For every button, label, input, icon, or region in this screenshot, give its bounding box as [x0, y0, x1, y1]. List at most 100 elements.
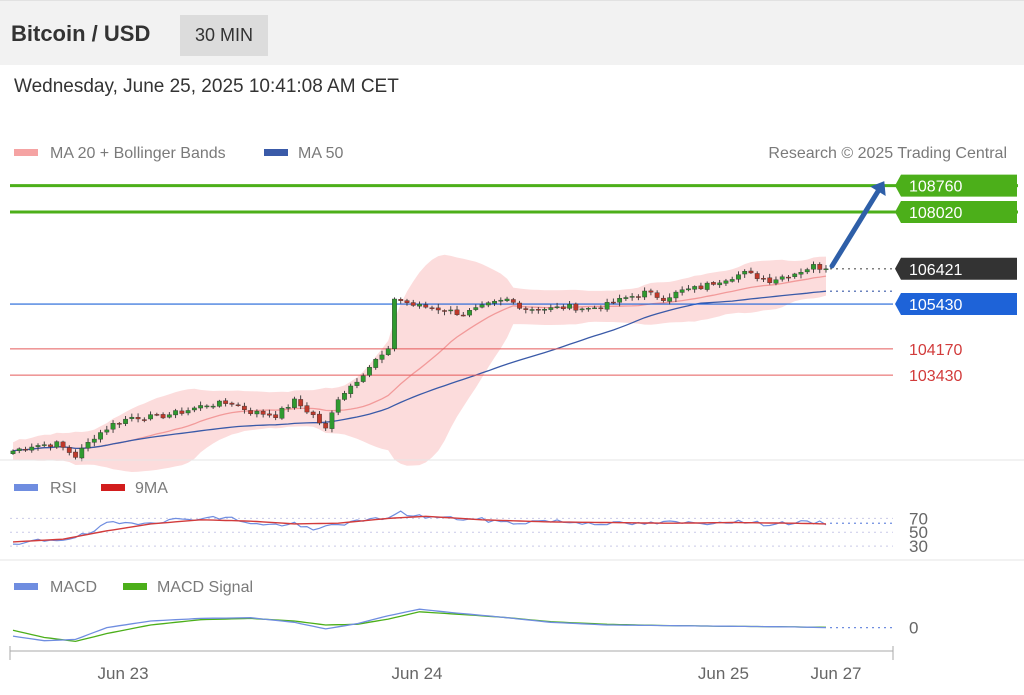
candle-body	[748, 270, 754, 274]
candle-body	[223, 400, 229, 404]
macd-line	[12, 608, 827, 642]
rsi-level-label: 70	[909, 509, 928, 528]
candle	[579, 307, 585, 313]
candle-body	[179, 410, 185, 414]
candle	[761, 275, 766, 283]
price-levels	[10, 184, 1018, 376]
candle-body	[723, 280, 729, 284]
candle-body	[135, 417, 141, 420]
candle-body	[592, 307, 597, 310]
candle	[673, 290, 679, 303]
macd-signal-legend-swatch	[123, 583, 147, 590]
candle	[373, 357, 379, 370]
candle-body	[560, 306, 566, 310]
candle-body	[823, 268, 829, 271]
candle	[329, 410, 335, 433]
candle	[204, 404, 210, 409]
candle-body	[542, 309, 547, 311]
candle	[473, 304, 479, 312]
candle-body	[417, 303, 422, 307]
candle-body	[654, 292, 660, 298]
candle-body	[385, 348, 391, 355]
interval-button[interactable]: 30 MIN	[180, 15, 268, 56]
candle	[160, 412, 166, 420]
candle-body	[35, 445, 41, 447]
candle	[85, 438, 91, 452]
candle-body	[348, 385, 354, 394]
candle-body	[60, 441, 66, 448]
candle	[385, 345, 391, 357]
rsi-line	[12, 510, 827, 545]
candle-body	[698, 285, 704, 290]
candle-body	[473, 307, 479, 310]
credit-label: Research © 2025 Trading Central	[768, 145, 1007, 162]
candle-body	[442, 310, 447, 312]
candle	[704, 281, 710, 292]
candle-body	[704, 282, 710, 290]
candle-body	[10, 450, 16, 454]
candle	[711, 281, 716, 286]
candle	[210, 403, 216, 409]
candle-body	[779, 276, 785, 280]
candle-body	[617, 298, 623, 303]
rsi-ma-legend-label: 9MA	[135, 480, 168, 497]
candle	[442, 309, 447, 316]
candle	[742, 269, 748, 278]
candle	[817, 262, 823, 274]
candle-body	[729, 279, 735, 282]
candle	[598, 305, 604, 312]
macd-legend-label: MACD	[50, 579, 97, 596]
candle	[367, 365, 372, 378]
candle-body	[123, 418, 128, 424]
candle	[235, 402, 241, 407]
candle-body	[529, 309, 535, 311]
candle-body	[54, 441, 60, 448]
candle	[548, 304, 554, 313]
candle	[717, 279, 723, 288]
candle-body	[548, 307, 554, 310]
candle-body	[317, 413, 322, 424]
candle	[604, 298, 610, 312]
x-tick-label: Jun 25	[698, 664, 749, 683]
timestamp: Wednesday, June 25, 2025 10:41:08 AM CET	[14, 76, 399, 97]
candle	[41, 441, 47, 448]
candle-body	[85, 442, 91, 449]
candle	[166, 412, 172, 419]
candle-body	[686, 288, 691, 291]
candle	[110, 420, 116, 433]
pivot-tag-bg	[895, 293, 1017, 316]
candle	[585, 307, 591, 312]
candle	[141, 417, 147, 423]
candle	[792, 272, 798, 279]
candle-body	[585, 307, 591, 310]
candle-body	[523, 308, 529, 310]
candle	[448, 306, 454, 315]
candle-body	[773, 279, 779, 284]
candle-body	[479, 304, 485, 308]
candle	[523, 306, 529, 314]
candle-body	[517, 302, 522, 309]
candle-body	[298, 399, 304, 407]
candle	[304, 402, 310, 415]
rsi-legend-swatch	[14, 484, 38, 491]
candle	[292, 396, 297, 410]
candle	[154, 412, 160, 417]
candle-body	[360, 375, 366, 382]
candle-body	[191, 407, 197, 411]
candle-body	[623, 297, 629, 299]
candle-body	[91, 438, 97, 443]
candle	[517, 300, 522, 310]
macd-panel: 0	[12, 608, 918, 643]
candle	[185, 407, 191, 416]
candle	[267, 409, 272, 418]
candle	[298, 395, 304, 410]
candle	[661, 295, 666, 303]
candle-body	[435, 307, 441, 311]
candles	[10, 261, 829, 462]
candle-body	[661, 297, 666, 301]
candle-body	[598, 307, 604, 310]
candle	[748, 267, 754, 275]
moving-averages	[12, 275, 827, 452]
candle-body	[510, 299, 516, 303]
candle	[467, 308, 472, 318]
